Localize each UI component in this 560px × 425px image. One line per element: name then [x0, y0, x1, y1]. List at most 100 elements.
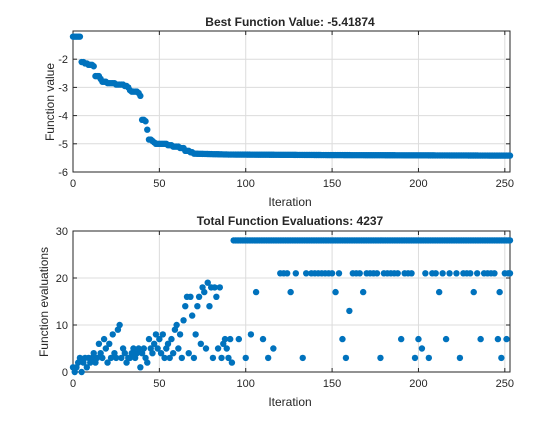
data-point: [161, 354, 168, 362]
data-point: [226, 335, 234, 343]
data-point: [83, 364, 91, 371]
data-point: [154, 345, 161, 352]
data-point: [118, 354, 125, 362]
plot-area: [72, 30, 511, 173]
data-point: [206, 303, 213, 310]
data-point: [408, 270, 415, 277]
data-point: [204, 279, 211, 286]
data-point: [453, 270, 460, 277]
data-point: [90, 63, 97, 70]
x-tick-label: 200: [409, 178, 427, 190]
data-point: [506, 152, 514, 159]
data-point: [415, 335, 422, 343]
data-point: [299, 354, 306, 362]
data-point: [302, 270, 310, 277]
data-point: [173, 321, 180, 329]
data-point: [411, 354, 419, 362]
data-point: [99, 354, 106, 362]
data-point: [107, 354, 115, 362]
data-point: [156, 335, 163, 343]
data-point: [121, 350, 129, 357]
data-point: [470, 288, 477, 296]
data-point: [164, 340, 172, 347]
data-point: [456, 354, 464, 362]
data-point: [190, 354, 198, 362]
data-point: [76, 33, 84, 40]
x-tick-label: 100: [237, 178, 255, 190]
x-tick-label: 200: [409, 378, 427, 390]
x-axis-label: Iteration: [268, 195, 311, 209]
data-point: [137, 92, 144, 100]
data-point: [169, 350, 177, 357]
x-tick-label: 250: [496, 378, 514, 390]
x-tick-label: 0: [70, 378, 76, 390]
data-point: [506, 237, 514, 244]
data-point: [180, 317, 187, 324]
y-axis-label: Function evaluations: [37, 247, 51, 357]
data-point: [252, 288, 260, 296]
x-tick-label: 0: [70, 178, 76, 190]
x-axis-label: Iteration: [268, 395, 311, 409]
data-point: [216, 284, 224, 291]
x-tick-label: 150: [323, 178, 341, 190]
data-point: [187, 293, 194, 300]
data-point: [152, 331, 160, 338]
data-point: [140, 345, 148, 352]
data-point: [494, 335, 502, 343]
data-point: [446, 270, 453, 277]
data-point: [264, 354, 272, 362]
data-point: [149, 350, 156, 357]
data-point: [76, 354, 84, 362]
data-point: [135, 345, 142, 352]
data-point: [422, 270, 429, 277]
data-point: [377, 354, 384, 362]
data-point: [467, 270, 474, 277]
data-point: [78, 368, 85, 376]
data-point: [195, 293, 203, 300]
data-point: [145, 335, 153, 343]
data-point: [197, 340, 205, 347]
x-tick-label: 50: [153, 378, 165, 390]
data-point: [211, 284, 218, 291]
data-point: [142, 118, 149, 125]
data-point: [335, 270, 343, 277]
data-point: [225, 354, 232, 362]
data-point: [397, 335, 405, 343]
data-point: [221, 335, 229, 343]
data-point: [188, 312, 196, 319]
data-point: [218, 354, 225, 362]
chart-title: Best Function Value: -5.41874: [205, 15, 375, 29]
data-point: [247, 331, 255, 338]
data-point: [93, 354, 101, 362]
y-tick-label: 0: [62, 367, 68, 379]
data-point: [185, 350, 192, 357]
data-point: [192, 331, 199, 338]
data-point: [100, 335, 108, 343]
chart-title: Total Function Evaluations: 4237: [197, 214, 384, 228]
data-point: [435, 288, 443, 296]
y-axis-label: Function value: [43, 63, 57, 141]
data-point: [102, 345, 110, 352]
data-point: [175, 345, 182, 352]
data-point: [106, 340, 113, 347]
data-point: [104, 359, 111, 366]
y-tick-label: 20: [56, 273, 68, 285]
data-point: [209, 354, 217, 362]
plot-area: [72, 230, 511, 373]
y-tick-label: 10: [56, 320, 68, 332]
data-point: [283, 270, 291, 277]
data-point: [270, 345, 277, 352]
data-point: [328, 270, 336, 277]
data-point: [496, 288, 503, 296]
data-point: [213, 293, 220, 300]
data-point: [373, 270, 381, 277]
x-tick-label: 100: [237, 378, 255, 390]
data-point: [144, 359, 151, 366]
data-point: [432, 270, 439, 277]
data-point: [168, 335, 175, 343]
data-point: [506, 270, 514, 277]
data-point: [202, 345, 210, 352]
y-tick-label: -5: [58, 139, 68, 151]
data-point: [498, 354, 505, 362]
